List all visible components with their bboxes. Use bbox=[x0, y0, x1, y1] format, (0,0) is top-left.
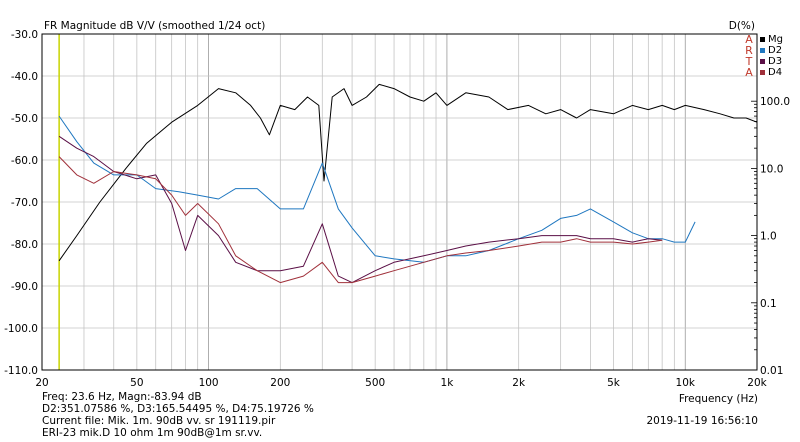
legend-swatch bbox=[760, 70, 765, 75]
x-axis-label: Frequency (Hz) bbox=[678, 393, 758, 405]
series-line-d2 bbox=[58, 115, 696, 263]
right-axis-title: D(%) bbox=[728, 20, 755, 32]
plot-frame bbox=[41, 33, 758, 371]
x-tick-label: 20k bbox=[747, 377, 767, 389]
legend: Mg D2 D3 D4 bbox=[760, 34, 783, 78]
axis-ticks: 20 50 100 200 500 1k 2k 5k 10k 20k -30.0 -40.0 -50.0… bbox=[4, 29, 790, 389]
legend-item-d4[interactable]: D4 bbox=[760, 67, 783, 78]
y-tick-label: -50.0 bbox=[11, 113, 38, 125]
plot-border bbox=[41, 33, 758, 371]
current-file: Current file: Mik. 1m. 90dB vv. sr 19111… bbox=[42, 415, 276, 427]
file-info: Current file: Mik. 1m. 90dB vv. sr 19111… bbox=[42, 415, 275, 439]
legend-item-mg[interactable]: Mg bbox=[760, 34, 783, 45]
legend-label: Mg bbox=[768, 34, 783, 45]
x-tick-label: 20 bbox=[35, 377, 48, 389]
x-tick-label: 100 bbox=[199, 377, 219, 389]
legend-item-d2[interactable]: D2 bbox=[760, 45, 783, 56]
x-tick-label: 50 bbox=[130, 377, 143, 389]
y2-tick-label: 1.0 bbox=[760, 231, 777, 243]
x-tick-label: 500 bbox=[365, 377, 385, 389]
series-line-mg bbox=[58, 83, 758, 262]
y-tick-label: -80.0 bbox=[11, 239, 38, 251]
legend-label: D3 bbox=[768, 56, 783, 67]
cursor-readout-distortion: D2:351.07586 %, D3:165.54495 %, D4:75.19… bbox=[42, 403, 314, 415]
x-tick-label: 200 bbox=[270, 377, 290, 389]
cursor-readout: Freq: 23.6 Hz, Magn:-83.94 dB D2:351.075… bbox=[42, 391, 314, 415]
x-tick-label: 5k bbox=[607, 377, 621, 389]
grid bbox=[42, 33, 757, 371]
y2-tick-label: 0.01 bbox=[760, 365, 783, 377]
file-description: ERI-23 mik.D 10 ohm 1m 90dB@1m sr.vv. bbox=[42, 427, 263, 439]
y-tick-label: -100.0 bbox=[4, 323, 38, 335]
series-line-d4 bbox=[58, 156, 663, 284]
legend-item-d3[interactable]: D3 bbox=[760, 56, 783, 67]
chart-title: FR Magnitude dB V/V (smoothed 1/24 oct) bbox=[44, 20, 266, 32]
legend-label: D2 bbox=[768, 45, 783, 56]
y2-tick-label: 10.0 bbox=[760, 163, 783, 175]
x-tick-label: 1k bbox=[441, 377, 455, 389]
y2-tick-label: 100.0 bbox=[760, 96, 790, 108]
legend-swatch bbox=[760, 59, 765, 64]
x-tick-label: 2k bbox=[512, 377, 526, 389]
y-tick-label: -60.0 bbox=[11, 155, 38, 167]
series-line-d3 bbox=[58, 135, 663, 284]
legend-swatch bbox=[760, 48, 765, 53]
y-tick-label: -30.0 bbox=[11, 29, 38, 41]
x-tick-label: 10k bbox=[676, 377, 696, 389]
y-tick-label: -110.0 bbox=[4, 365, 38, 377]
legend-swatch bbox=[760, 37, 765, 42]
arta-letter: A bbox=[745, 66, 753, 79]
y-tick-label: -70.0 bbox=[11, 197, 38, 209]
cursor-readout-freq: Freq: 23.6 Hz, Magn:-83.94 dB bbox=[42, 391, 202, 403]
arta-letter: A bbox=[745, 33, 753, 46]
arta-letter: T bbox=[745, 55, 753, 68]
y2-tick-label: 0.1 bbox=[760, 298, 777, 310]
timestamp: 2019-11-19 16:56:10 bbox=[646, 415, 758, 427]
arta-logo: A R T A bbox=[744, 34, 754, 78]
y-tick-label: -90.0 bbox=[11, 281, 38, 293]
y-tick-label: -40.0 bbox=[11, 71, 38, 83]
series-group bbox=[58, 83, 758, 284]
arta-letter: R bbox=[745, 44, 753, 57]
legend-label: D4 bbox=[768, 67, 783, 78]
